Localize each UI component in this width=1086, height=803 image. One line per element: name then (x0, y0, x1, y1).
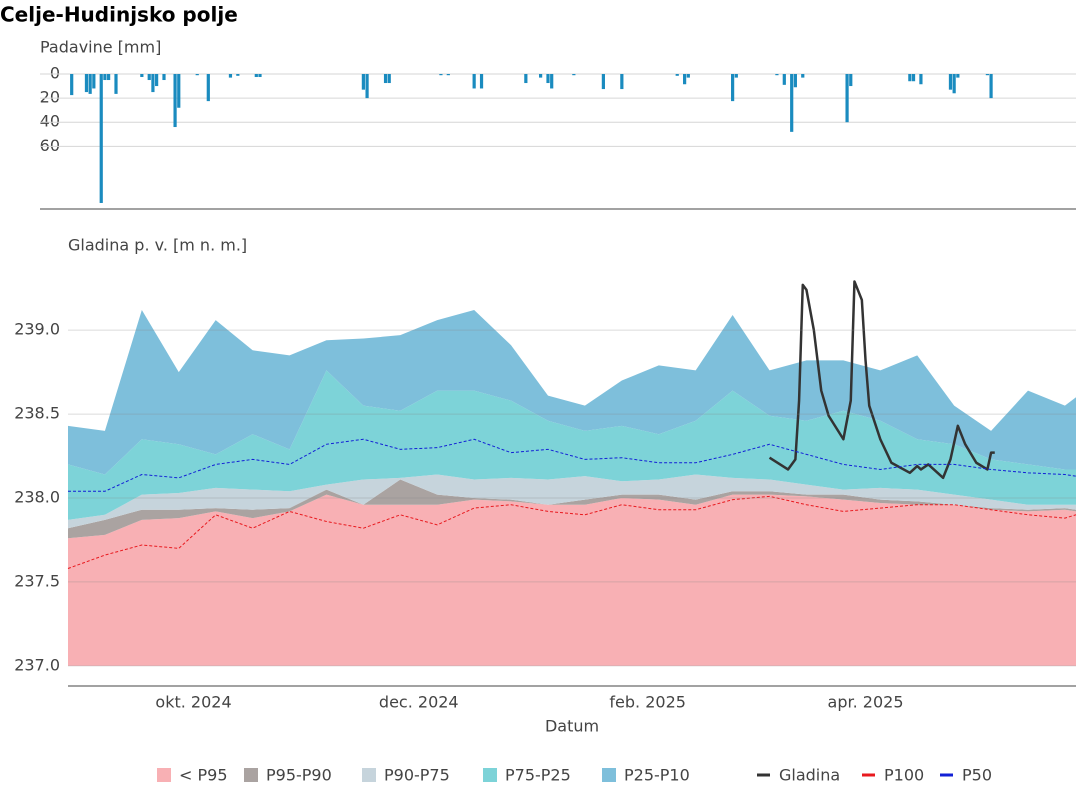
legend-label: < P95 (179, 766, 228, 785)
x-tick-label: dec. 2024 (379, 693, 459, 712)
y-tick-label: 40 (40, 112, 60, 131)
bar (361, 74, 365, 90)
bar (84, 74, 89, 93)
bar (70, 74, 74, 96)
bar (620, 74, 624, 90)
legend-label: Gladina (779, 766, 840, 785)
legend-swatch (602, 768, 616, 782)
bar (195, 74, 199, 76)
bar (539, 74, 543, 78)
legend-label: P100 (884, 766, 924, 785)
bar (550, 74, 554, 89)
x-tick-label: apr. 2025 (828, 693, 904, 712)
bar (365, 74, 369, 99)
bar (683, 74, 687, 85)
bar (790, 74, 794, 132)
area-band (68, 370, 1076, 520)
bar (140, 74, 144, 78)
bar (162, 74, 166, 81)
bar (956, 74, 960, 78)
bar (782, 74, 786, 85)
bar (99, 74, 103, 203)
bar (383, 74, 388, 84)
bar (845, 74, 849, 123)
bar (801, 74, 805, 78)
legend-swatch (362, 768, 376, 782)
bar (177, 74, 181, 108)
bar (849, 74, 853, 87)
bar (439, 74, 443, 76)
bar (228, 74, 233, 78)
bar (472, 74, 476, 89)
bar (147, 74, 151, 81)
bar (107, 74, 111, 81)
bar (948, 74, 953, 90)
bar (919, 74, 923, 85)
bar (92, 74, 96, 89)
bar (731, 74, 735, 102)
bar (675, 74, 679, 76)
legend-label: P50 (962, 766, 992, 785)
legend-label: P25-P10 (624, 766, 690, 785)
bar (686, 74, 690, 78)
bar (601, 74, 605, 90)
bar (546, 74, 550, 84)
bar (254, 74, 258, 78)
bar (155, 74, 159, 87)
bar (173, 74, 177, 128)
legend-label: P75-P25 (505, 766, 571, 785)
line (768, 280, 995, 480)
legend-swatch (483, 768, 497, 782)
legend-swatch (244, 768, 258, 782)
y-tick-label: 238.5 (14, 404, 60, 423)
x-tick-label: feb. 2025 (609, 693, 686, 712)
bar (908, 74, 912, 82)
y-tick-label: 237.0 (14, 655, 60, 674)
bar (88, 74, 92, 94)
bar (151, 74, 155, 93)
y-axis-title: Gladina p. v. [m n. m.] (68, 236, 247, 255)
bar (734, 74, 738, 78)
bar (236, 74, 240, 76)
bar (446, 74, 450, 76)
chart-title: Celje-Hudinjsko polje (0, 3, 238, 27)
bar (793, 74, 797, 88)
bar (572, 74, 576, 76)
y-tick-label: 20 (40, 88, 60, 107)
y-tick-label: 239.0 (14, 320, 60, 339)
bar (387, 74, 391, 84)
y-tick-label: 60 (40, 136, 60, 155)
legend-swatch (157, 768, 171, 782)
bar (258, 74, 262, 78)
y-tick-label: 0 (50, 64, 60, 83)
y-tick-label: 237.5 (14, 571, 60, 590)
bar (952, 74, 956, 94)
bar (911, 74, 916, 82)
x-axis-title: Datum (545, 717, 599, 736)
bar (985, 74, 989, 76)
bar (103, 74, 107, 81)
area-band (68, 494, 1076, 666)
legend-label: P90-P75 (384, 766, 450, 785)
bar (989, 74, 993, 99)
area-band (68, 474, 1076, 529)
line (68, 438, 1077, 492)
bar (114, 74, 118, 94)
y-tick-label: 238.0 (14, 488, 60, 507)
bar (206, 74, 210, 102)
area-band (68, 310, 1076, 475)
legend-label: P95-P90 (266, 766, 332, 785)
line (67, 495, 1077, 569)
x-tick-label: okt. 2024 (155, 693, 231, 712)
area-band (68, 479, 1076, 539)
bar (524, 74, 528, 84)
bar (479, 74, 484, 89)
y-axis-title: Padavine [mm] (40, 38, 161, 57)
bar (775, 74, 779, 76)
